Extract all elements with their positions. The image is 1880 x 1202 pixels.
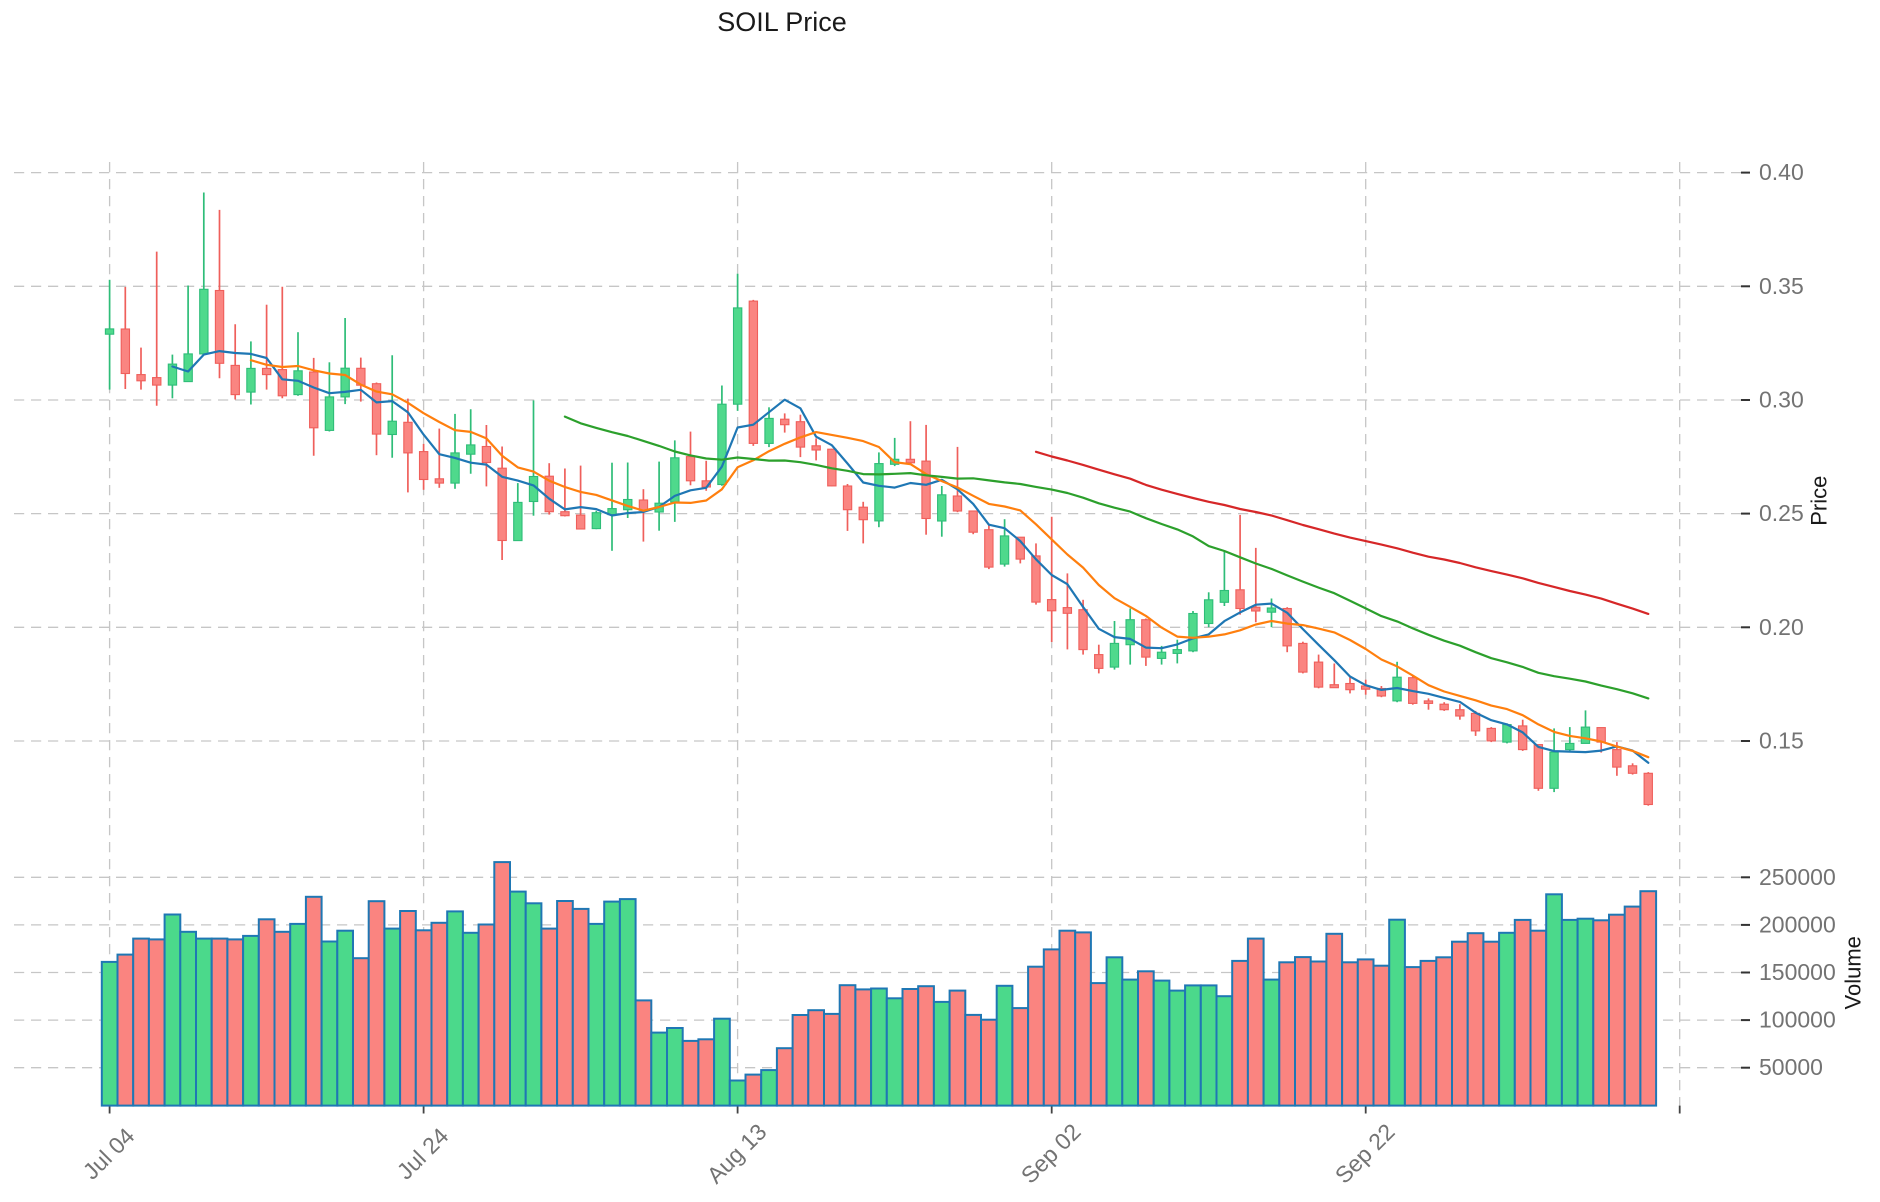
svg-text:100000: 100000 bbox=[1759, 1007, 1836, 1033]
svg-text:Price: Price bbox=[1807, 476, 1832, 526]
svg-text:250000: 250000 bbox=[1759, 864, 1836, 890]
svg-text:150000: 150000 bbox=[1759, 959, 1836, 985]
svg-text:0.20: 0.20 bbox=[1759, 614, 1804, 640]
svg-text:50000: 50000 bbox=[1759, 1054, 1823, 1080]
svg-text:0.30: 0.30 bbox=[1759, 387, 1804, 413]
svg-text:200000: 200000 bbox=[1759, 911, 1836, 937]
svg-text:0.35: 0.35 bbox=[1759, 273, 1804, 299]
svg-text:SOIL Price: SOIL Price bbox=[717, 7, 847, 37]
svg-text:0.40: 0.40 bbox=[1759, 159, 1804, 185]
svg-text:0.15: 0.15 bbox=[1759, 728, 1804, 754]
svg-text:0.25: 0.25 bbox=[1759, 500, 1804, 526]
svg-text:Volume: Volume bbox=[1841, 936, 1866, 1009]
